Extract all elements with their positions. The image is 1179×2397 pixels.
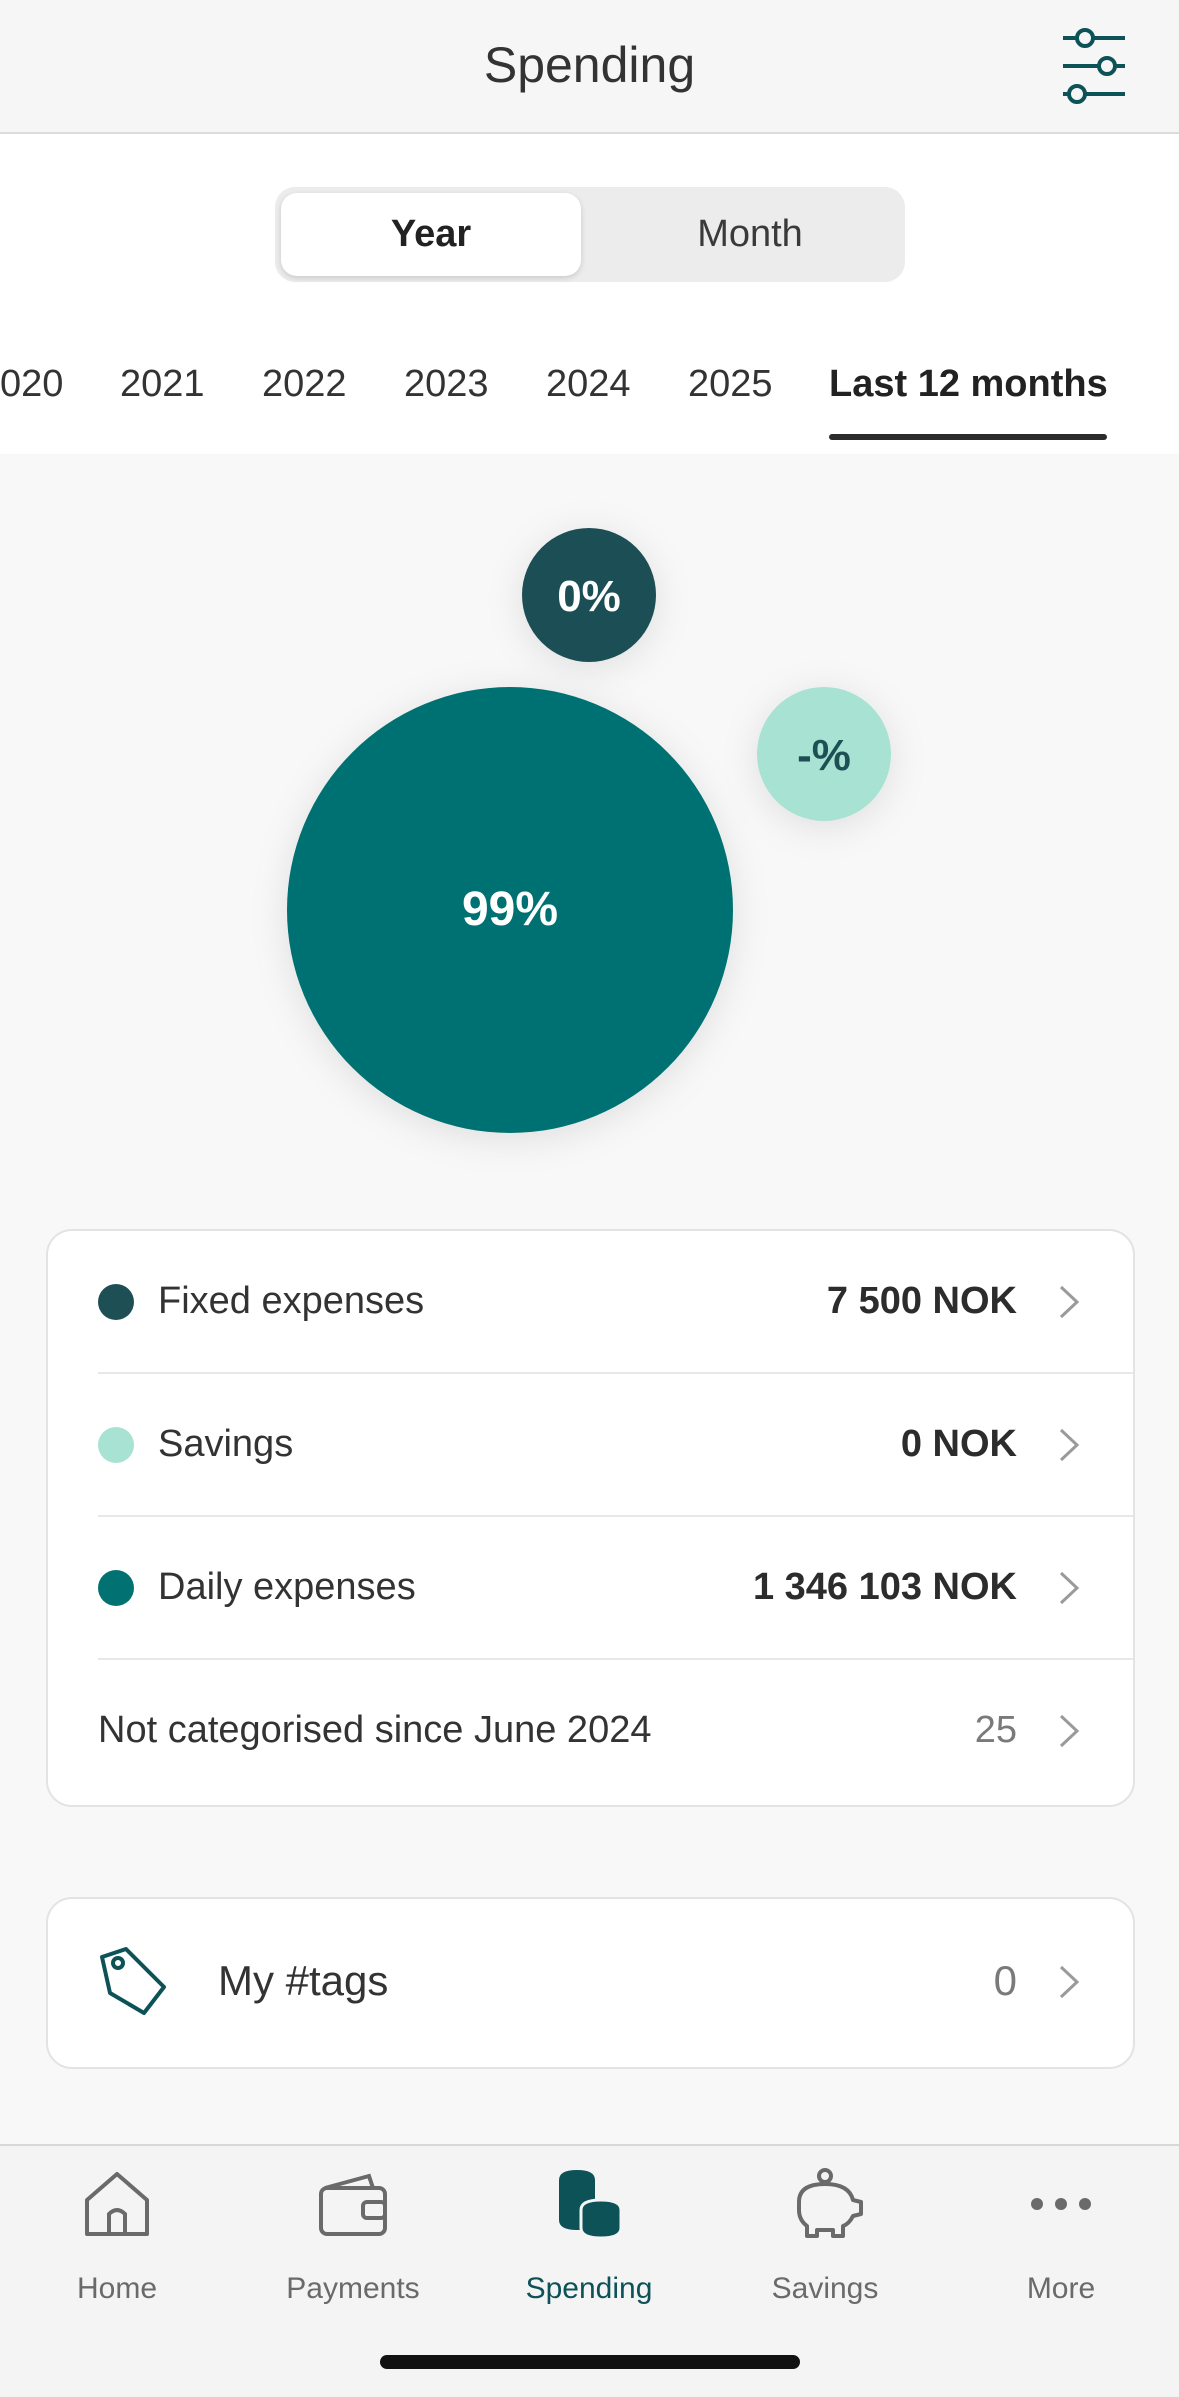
tag-icon <box>100 1947 166 2015</box>
nav-label: Home <box>76 2272 158 2305</box>
active-tab-indicator <box>829 434 1107 440</box>
segment-month[interactable]: Month <box>697 213 803 255</box>
bubble-savings[interactable]: -% <box>757 687 891 821</box>
page-title: Spending <box>483 37 696 93</box>
divider <box>98 1372 1133 1374</box>
category-label: Savings <box>158 1423 294 1465</box>
bubble-daily-expenses-circle <box>287 687 733 1133</box>
nav-label: Spending <box>525 2272 653 2305</box>
coins-icon <box>559 2170 623 2240</box>
bubble-daily-expenses-label: 99% <box>462 883 558 936</box>
tab-last-12-months[interactable]: Last 12 months <box>829 363 1108 405</box>
chevron-right-icon <box>1059 1714 1080 1748</box>
category-amount: 7 500 NOK <box>826 1280 1017 1322</box>
period-segmented-control: Year Month <box>275 187 905 282</box>
nav-savings[interactable]: Savings <box>725 2166 925 2316</box>
home-icon <box>85 2172 149 2236</box>
bubble-savings-label: -% <box>797 731 851 780</box>
my-tags-card[interactable]: My #tags 0 <box>46 1897 1135 2069</box>
chevron-right-icon <box>1059 1965 1080 1999</box>
chevron-right-icon <box>1059 1428 1080 1462</box>
more-dots-icon <box>1031 2198 1091 2210</box>
nav-spending[interactable]: Spending <box>489 2166 689 2316</box>
daily-expenses-dot <box>98 1570 134 1606</box>
category-label: Daily expenses <box>158 1566 416 1608</box>
category-amount: 1 346 103 NOK <box>752 1566 1017 1608</box>
nav-payments[interactable]: Payments <box>253 2166 453 2316</box>
tab-year-2025[interactable]: 2025 <box>688 363 773 405</box>
tab-year-2020[interactable]: 020 <box>0 363 64 405</box>
category-row-fixed-expenses[interactable]: Fixed expenses 7 500 NOK <box>48 1231 1133 1374</box>
filter-button[interactable] <box>1059 28 1129 104</box>
divider <box>98 1658 1133 1660</box>
tags-label: My #tags <box>218 1957 389 2004</box>
nav-label: More <box>1026 2272 1096 2305</box>
divider <box>98 1515 1133 1517</box>
category-row-daily-expenses[interactable]: Daily expenses 1 346 103 NOK <box>48 1517 1133 1660</box>
tab-year-2021[interactable]: 2021 <box>120 363 205 405</box>
bubble-fixed-expenses-circle <box>522 528 656 662</box>
nav-home[interactable]: Home <box>17 2166 217 2316</box>
category-list-card: Fixed expenses 7 500 NOK Savings 0 NOK D… <box>46 1229 1135 1807</box>
category-label: Fixed expenses <box>158 1280 425 1322</box>
tags-count: 0 <box>993 1957 1017 2004</box>
tab-year-2023[interactable]: 2023 <box>404 363 489 405</box>
bubble-daily-expenses[interactable]: 99% <box>287 687 733 1133</box>
top-bar: Spending <box>0 0 1179 134</box>
chevron-right-icon <box>1059 1285 1080 1319</box>
wallet-icon <box>319 2173 387 2236</box>
tab-year-2022[interactable]: 2022 <box>262 363 347 405</box>
sliders-icon <box>1063 28 1125 104</box>
uncategorised-label: Not categorised since June 2024 <box>98 1709 652 1751</box>
bottom-navigation: Home Payments Spending Savings More <box>0 2144 1179 2397</box>
bubble-fixed-expenses-label: 0% <box>557 572 621 621</box>
category-row-savings[interactable]: Savings 0 NOK <box>48 1374 1133 1517</box>
nav-more[interactable]: More <box>961 2166 1161 2316</box>
category-amount: 0 NOK <box>900 1423 1017 1465</box>
year-tabs: 020 2021 2022 2023 2024 2025 Last 12 mon… <box>0 355 1179 445</box>
fixed-expenses-dot <box>98 1284 134 1320</box>
tab-year-2024[interactable]: 2024 <box>546 363 631 405</box>
bubble-savings-circle <box>757 687 891 821</box>
piggy-bank-icon <box>797 2168 863 2238</box>
bubble-fixed-expenses[interactable]: 0% <box>522 528 656 662</box>
nav-label: Payments <box>286 2272 420 2305</box>
spending-bubble-chart: 99% 0% -% <box>0 455 1179 1195</box>
savings-dot <box>98 1427 134 1463</box>
segment-year[interactable]: Year <box>281 193 581 276</box>
uncategorised-count: 25 <box>974 1709 1017 1751</box>
home-indicator <box>380 2355 800 2369</box>
nav-label: Savings <box>771 2272 879 2305</box>
chevron-right-icon <box>1059 1571 1080 1605</box>
uncategorised-row[interactable]: Not categorised since June 2024 25 <box>48 1660 1133 1803</box>
